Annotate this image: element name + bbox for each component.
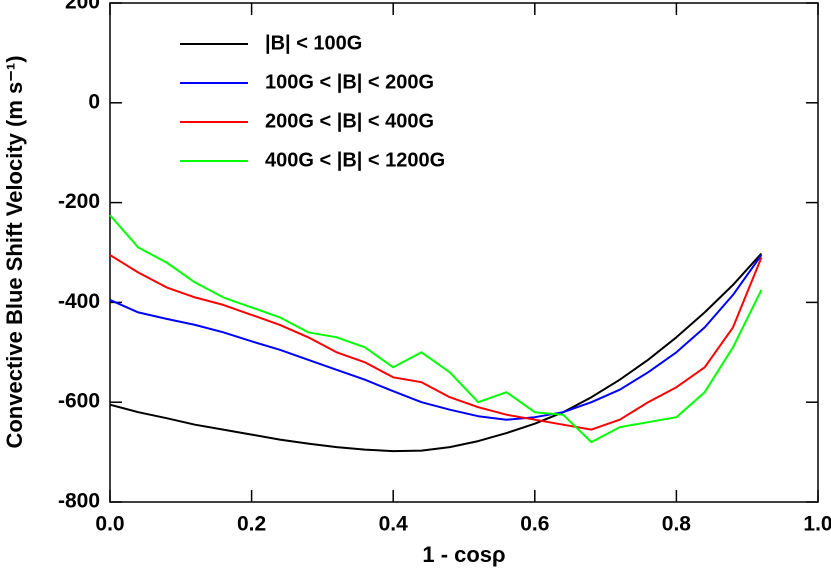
series-line bbox=[109, 254, 763, 421]
x-tick-label: 0.4 bbox=[379, 513, 409, 536]
y-tick-label: 200 bbox=[65, 0, 100, 14]
legend-label: 200G < |B| < 400G bbox=[265, 110, 434, 132]
y-tick-label: -400 bbox=[58, 290, 100, 313]
series-line bbox=[109, 252, 763, 453]
y-tick-label: 0 bbox=[88, 90, 100, 113]
x-tick-label: 0.0 bbox=[95, 513, 124, 536]
y-axis-label: Convective Blue Shift Velocity (m s⁻¹) bbox=[2, 55, 27, 448]
series-line bbox=[109, 214, 763, 444]
x-tick-label: 1.0 bbox=[803, 513, 831, 536]
plot-frame bbox=[109, 2, 819, 503]
x-tick-label: 0.6 bbox=[520, 513, 549, 536]
y-tick-label: -800 bbox=[58, 490, 100, 513]
x-tick-label: 0.2 bbox=[237, 513, 266, 536]
series-line bbox=[109, 254, 763, 431]
x-tick-label: 0.8 bbox=[662, 513, 692, 536]
legend-label: |B| < 100G bbox=[265, 32, 362, 54]
legend-label: 400G < |B| < 1200G bbox=[265, 149, 445, 171]
legend-label: 100G < |B| < 200G bbox=[265, 71, 434, 93]
y-tick-label: -200 bbox=[58, 190, 100, 213]
y-tick-label: -600 bbox=[58, 390, 100, 413]
x-axis-label: 1 - cosρ bbox=[422, 542, 505, 567]
